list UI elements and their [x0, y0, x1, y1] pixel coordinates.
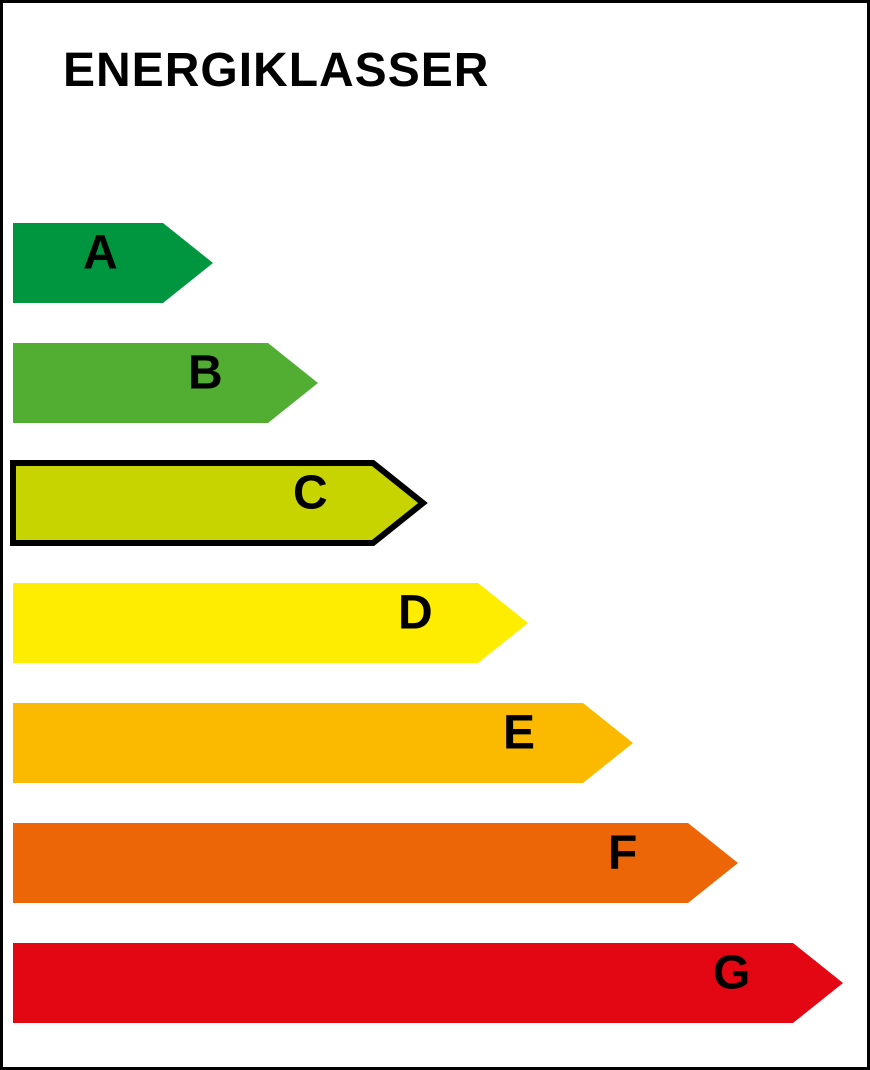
energy-bar-label: A: [83, 226, 118, 281]
energy-bar-label: B: [188, 346, 223, 401]
energy-bar-f: F: [3, 813, 867, 893]
energy-bar-label: F: [608, 826, 637, 881]
chart-title: ENERGIKLASSER: [63, 43, 489, 98]
energy-bar-shape: [3, 453, 433, 553]
energy-bar-shape: [3, 693, 643, 793]
energy-bar-c: C: [3, 453, 867, 533]
energy-bar-e: E: [3, 693, 867, 773]
energy-bar-label: C: [293, 466, 328, 521]
energy-bar-shape: [3, 333, 328, 433]
energy-bar-label: E: [503, 706, 535, 761]
energy-bar-label: G: [713, 946, 750, 1001]
energy-bar-b: B: [3, 333, 867, 413]
energy-bar-g: G: [3, 933, 867, 1013]
energy-bars: A B C D E F G: [3, 213, 867, 1053]
energy-bar-shape: [3, 573, 538, 673]
energy-label-frame: ENERGIKLASSER A B C D E F G: [0, 0, 870, 1070]
energy-bar-a: A: [3, 213, 867, 293]
energy-bar-d: D: [3, 573, 867, 653]
energy-bar-label: D: [398, 586, 433, 641]
